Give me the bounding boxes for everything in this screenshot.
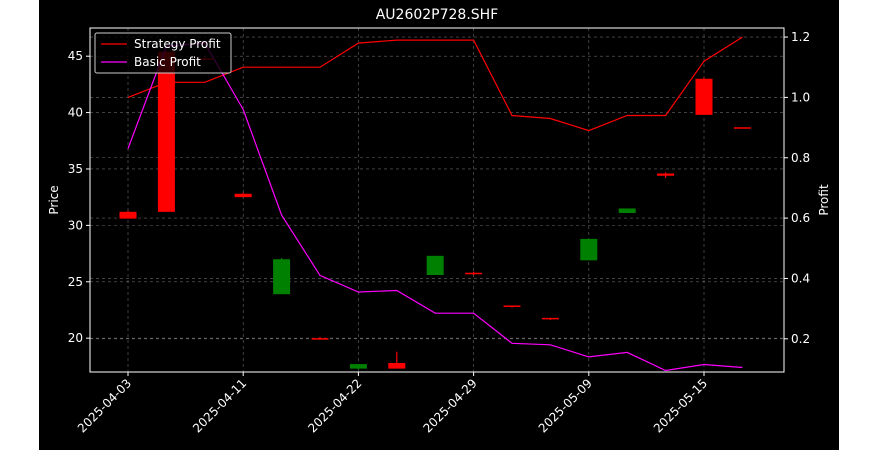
x-tick-label-1: 2025-04-11	[190, 376, 249, 435]
x-tick-label-2: 2025-04-22	[305, 376, 364, 435]
candle-body-8	[426, 255, 444, 276]
left-tick-label-1: 25	[68, 275, 83, 289]
candle-body-3	[234, 193, 252, 198]
legend-label-basic-profit: Basic Profit	[134, 55, 201, 69]
candle-body-6	[349, 364, 367, 369]
left-axis-label: Price	[47, 185, 61, 214]
candle-body-5	[311, 338, 329, 340]
right-tick-label-2: 0.6	[791, 211, 810, 225]
series-line-basic-profit	[127, 42, 743, 372]
left-tick-label-3: 35	[68, 162, 83, 176]
legend: Strategy Profit Basic Profit	[94, 32, 232, 74]
grid	[90, 28, 784, 372]
candle-body-15	[695, 78, 713, 115]
candle-body-11	[541, 317, 559, 320]
right-tick-label-4: 1.0	[791, 90, 810, 104]
chart-figure: 20 25 30 35 40 45 0.2 0.4 0.6 0.8 1.0 1.2 2025-04-…	[39, 0, 839, 450]
left-tick-label-5: 45	[68, 49, 83, 63]
candlestick-profit-chart: 20 25 30 35 40 45 0.2 0.4 0.6 0.8 1.0 1.2 2025-04-…	[47, 7, 831, 435]
left-tick-label-2: 30	[68, 218, 83, 232]
x-axis: 2025-04-03 2025-04-11 2025-04-22 2025-04-29…	[75, 372, 710, 435]
candle-body-10	[503, 305, 521, 307]
right-tick-label-3: 0.8	[791, 151, 810, 165]
plot-frame	[89, 27, 785, 373]
left-tick-label-4: 40	[68, 106, 83, 120]
candle-body-0	[119, 211, 137, 219]
legend-box	[94, 32, 232, 74]
chart-title: AU2602P728.SHF	[376, 7, 499, 23]
x-tick-label-0: 2025-04-03	[75, 376, 134, 435]
left-tick-label-0: 20	[68, 331, 83, 345]
x-tick-label-4: 2025-05-09	[536, 376, 595, 435]
legend-label-strategy-profit: Strategy Profit	[134, 37, 221, 51]
candle-body-16	[733, 127, 751, 129]
candle-body-13	[618, 208, 636, 213]
candle-body-7	[388, 362, 406, 369]
candle-body-1	[157, 51, 175, 212]
candle-body-9	[465, 272, 483, 275]
right-axis-label: Profit	[817, 184, 831, 216]
profit-lines	[127, 36, 743, 372]
left-axis: 20 25 30 35 40 45	[68, 49, 90, 345]
candles	[119, 50, 751, 370]
right-axis: 0.2 0.4 0.6 0.8 1.0 1.2	[784, 30, 810, 346]
x-tick-label-5: 2025-05-15	[651, 376, 710, 435]
x-tick-label-3: 2025-04-29	[421, 376, 480, 435]
right-tick-label-5: 1.2	[791, 30, 810, 44]
candle-body-4	[273, 259, 291, 295]
right-tick-label-1: 0.4	[791, 271, 810, 285]
right-tick-label-0: 0.2	[791, 332, 810, 346]
candle-body-12	[580, 238, 598, 261]
candle-body-14	[657, 173, 675, 176]
